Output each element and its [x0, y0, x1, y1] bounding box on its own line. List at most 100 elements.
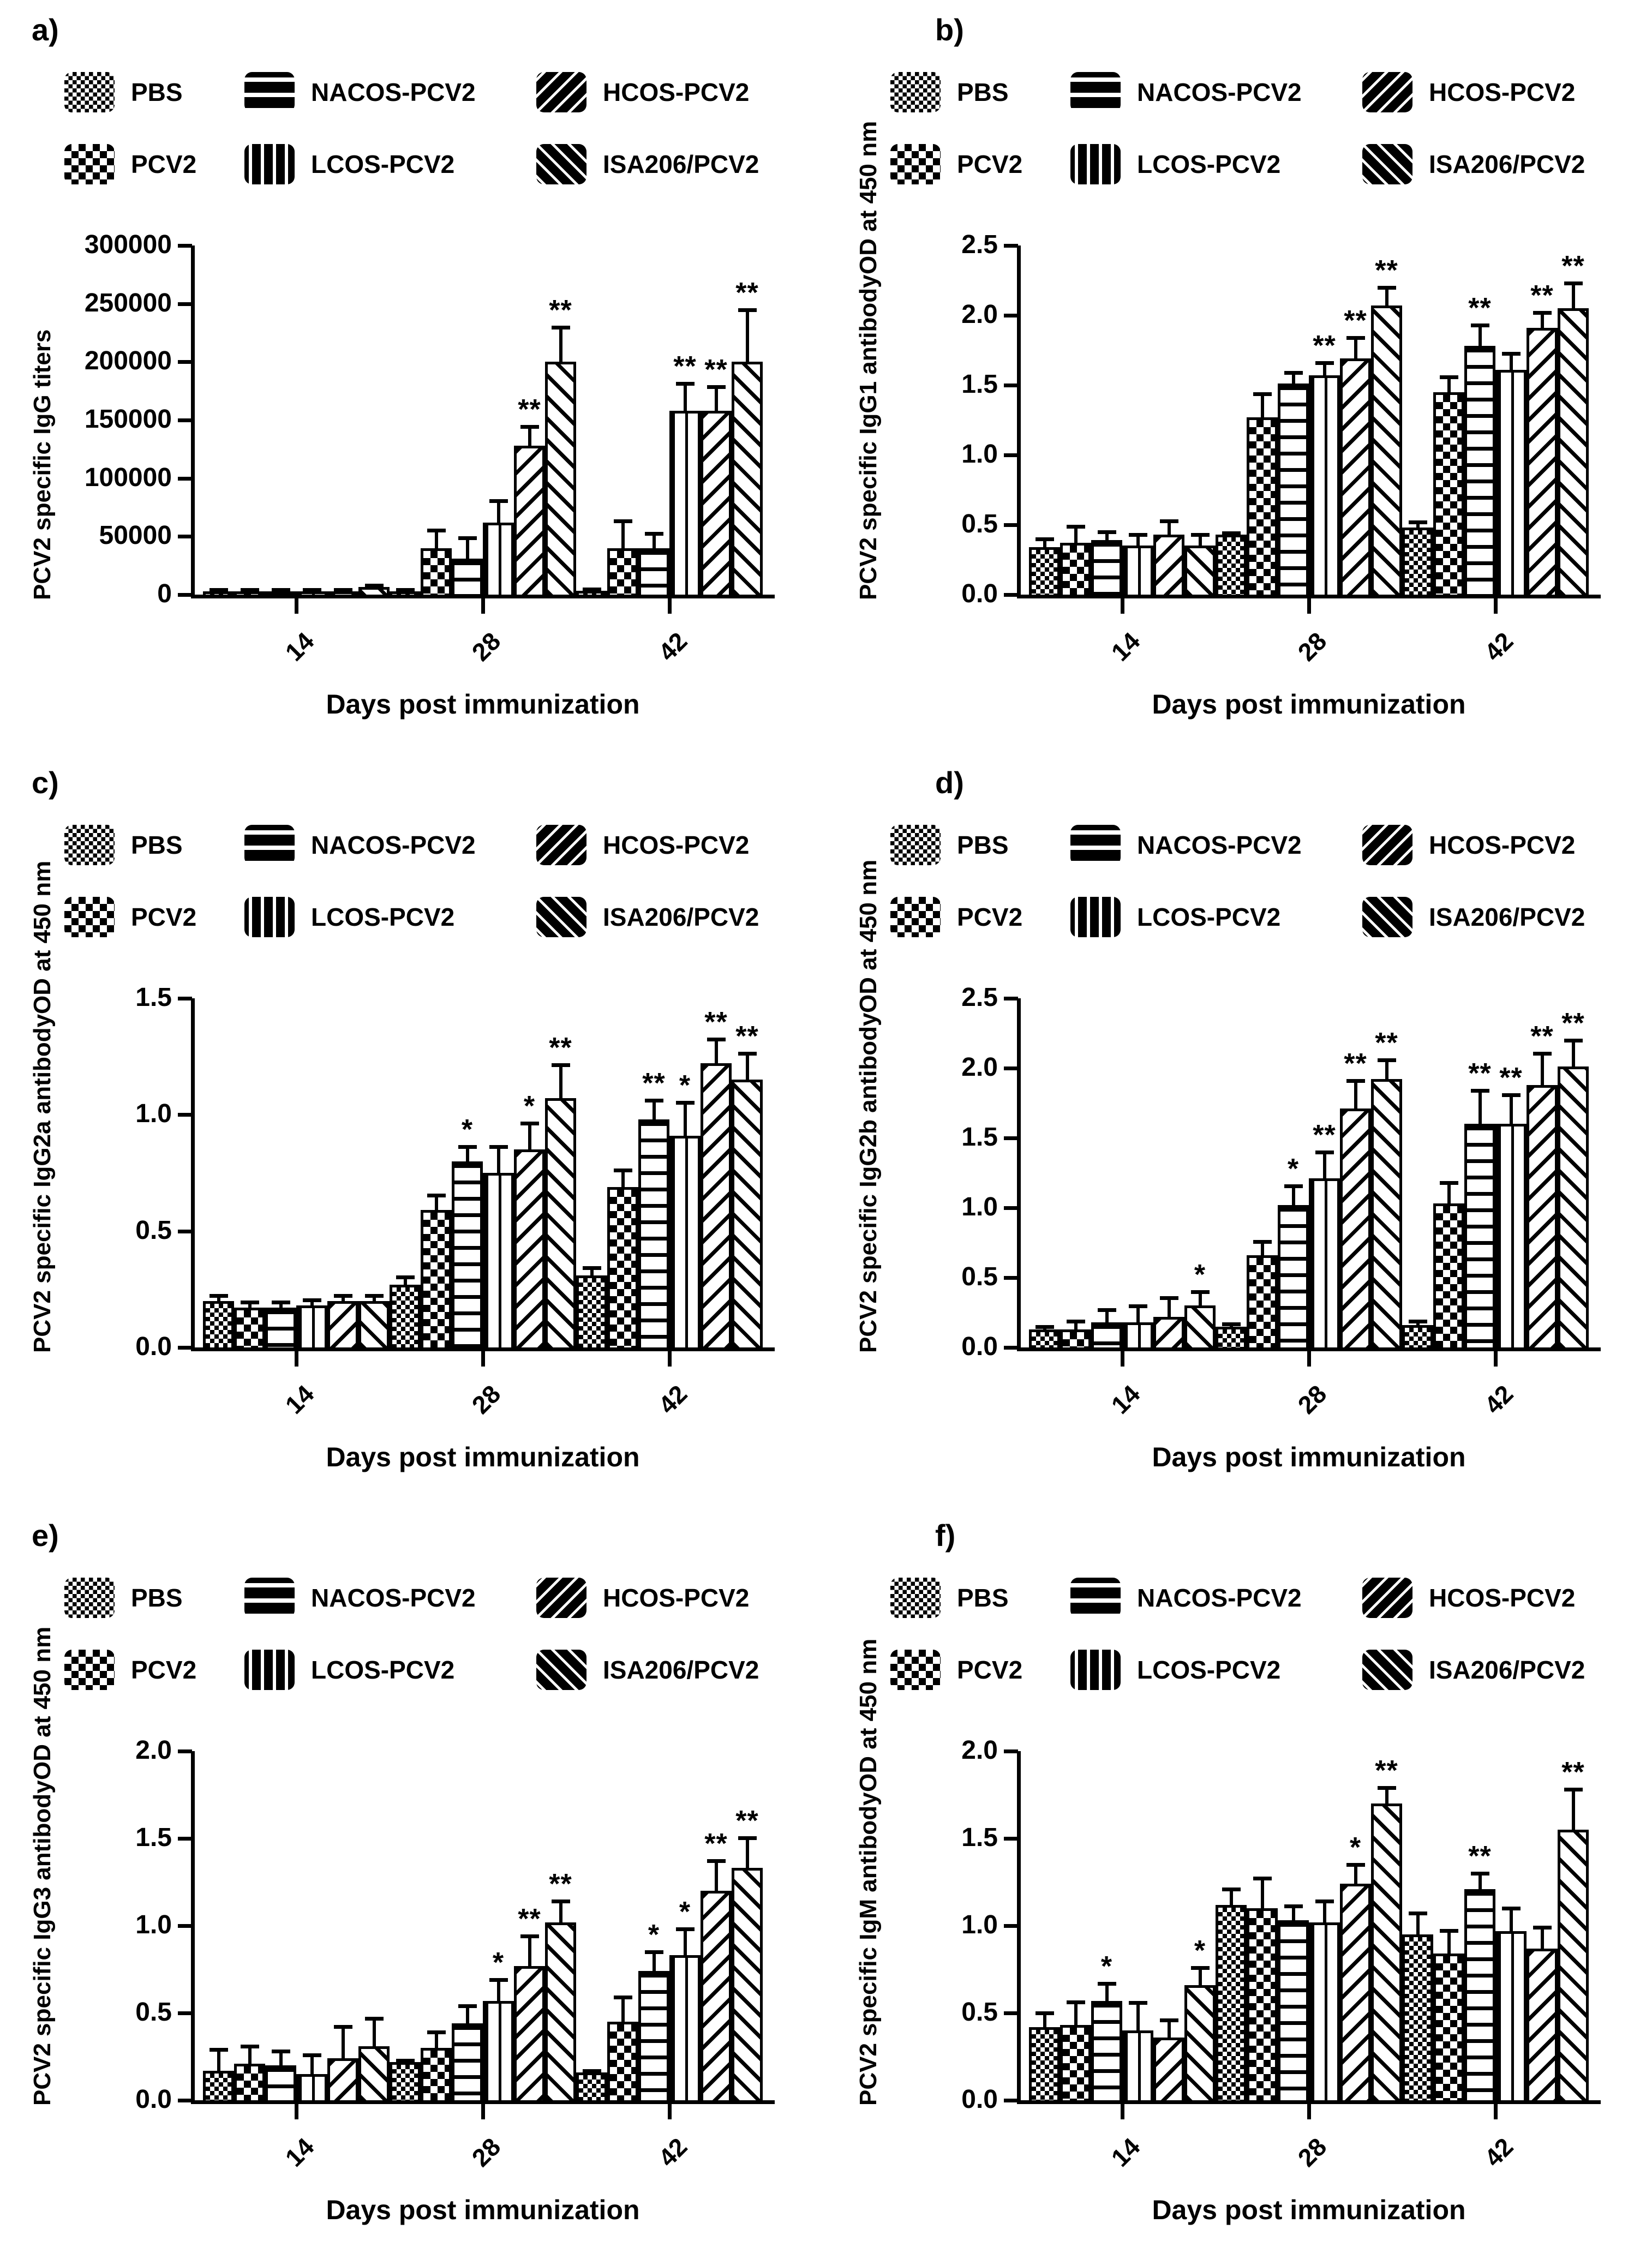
x-tick: [1494, 1351, 1498, 1367]
error-bar: [427, 529, 446, 548]
legend-item-pbs: PBS: [64, 1578, 244, 1618]
bar-lcos-pcv2-day28: [1309, 1922, 1340, 2100]
y-tick: [1004, 314, 1018, 317]
error-bar: [1128, 533, 1147, 546]
nacos-pcv2-swatch-icon: [1070, 1578, 1121, 1618]
error-bar: [1097, 530, 1116, 540]
nacos-pcv2-swatch-icon: [244, 825, 295, 865]
bar-cell: [1402, 1751, 1433, 2100]
bar-cell: **: [514, 245, 545, 595]
legend-column: HCOS-PCV2 ISA206/PCV2: [536, 1578, 787, 1690]
bar-hcos-pcv2-day42: [1527, 328, 1558, 595]
bar-lcos-pcv2-day42: [1495, 1931, 1527, 2100]
error-bar: [1222, 1888, 1241, 1905]
error-bar: [364, 584, 384, 588]
bar-cell: [1247, 998, 1278, 1347]
error-bar: [1159, 519, 1178, 535]
bar-cell: [452, 1751, 483, 2100]
legend-item-isa206-pcv2: ISA206/PCV2: [536, 897, 787, 937]
lcos-pcv2-swatch-icon: [244, 897, 295, 937]
bar-pbs-day14: [1029, 1329, 1060, 1347]
bar-hcos-pcv2-day14: [1153, 2038, 1184, 2100]
pcv2-swatch-icon: [890, 144, 941, 184]
error-bar: [209, 1294, 228, 1301]
bar-cell: **: [732, 998, 763, 1347]
bar-cell: **: [1495, 998, 1527, 1347]
error-bar: [458, 2004, 477, 2023]
error-bar: [427, 1194, 446, 1210]
bar-lcos-pcv2-day42: [669, 411, 701, 595]
x-axis-line: [191, 595, 775, 598]
significance-label: **: [704, 354, 728, 386]
bar-pbs-day42: [1402, 1325, 1433, 1347]
significance-label: **: [1468, 1841, 1492, 1872]
pbs-swatch-icon: [64, 1578, 115, 1618]
error-bar: [738, 1052, 757, 1080]
bar-isa206-pcv2-day14: [1184, 1305, 1216, 1347]
bar-pcv2-day28: [1247, 1908, 1278, 2100]
isa206-pcv2-swatch-icon: [1362, 1650, 1412, 1690]
bar-cell: [327, 998, 358, 1347]
legend-item-nacos-pcv2: NACOS-PCV2: [1070, 825, 1362, 865]
error-bar: [1439, 1181, 1458, 1203]
bar-cell: [265, 245, 296, 595]
y-tick: [1004, 244, 1018, 248]
bar-cell: [265, 1751, 296, 2100]
legend-item-pbs: PBS: [890, 825, 1070, 865]
bar-group-day-28: ****: [390, 998, 576, 1347]
x-axis-title: Days post immunization: [1152, 689, 1466, 720]
error-bar: [302, 588, 321, 592]
bar-lcos-pcv2-day42: [1495, 370, 1527, 595]
bar-cell: [576, 1751, 607, 2100]
error-bar: [1066, 1320, 1085, 1329]
bar-lcos-pcv2-day14: [296, 591, 327, 595]
significance-label: *: [1349, 1832, 1362, 1863]
pcv2-swatch-icon: [64, 897, 115, 937]
significance-label: *: [1194, 1259, 1206, 1291]
lcos-pcv2-swatch-icon: [1070, 144, 1121, 184]
legend-label: HCOS-PCV2: [603, 78, 750, 106]
bar-isa206-pcv2-day28: [545, 1098, 576, 1347]
legend-item-isa206-pcv2: ISA206/PCV2: [1362, 1650, 1613, 1690]
bar-hcos-pcv2-day14: [327, 591, 358, 595]
bar-cell: [421, 1751, 452, 2100]
error-bar: [364, 2017, 384, 2046]
bar-cell: **: [1527, 998, 1558, 1347]
bar-cell: [1060, 1751, 1091, 2100]
error-bar: [489, 499, 508, 523]
bar-cell: **: [701, 245, 732, 595]
error-bar: [1315, 1151, 1334, 1178]
chart-e: PCV2 specific IgG3 antibody OD at 450 nm 2…: [0, 1506, 826, 2258]
bar-cell: [1433, 245, 1464, 595]
bar-nacos-pcv2-day42: [638, 548, 669, 595]
significance-label: *: [461, 1114, 474, 1146]
bar-hcos-pcv2-day28: [514, 1149, 545, 1347]
y-tick-label: 1.5: [961, 1123, 998, 1152]
error-bar: [1159, 1296, 1178, 1317]
x-tick: [1494, 598, 1498, 614]
legend-label: ISA206/PCV2: [603, 150, 759, 178]
error-bar: [1284, 1904, 1303, 1920]
bar-lcos-pcv2-day42: [669, 1136, 701, 1347]
y-axis-title: PCV2 specific IgG1 antibody OD at 450 nm: [854, 121, 883, 600]
legend-item-lcos-pcv2: LCOS-PCV2: [1070, 144, 1362, 184]
error-bar: [209, 588, 228, 592]
y-tick: [1004, 1924, 1018, 1928]
legend-column: PBS PCV2: [64, 1578, 244, 1690]
bar-cell: [421, 998, 452, 1347]
y-tick-label: 1.0: [961, 440, 998, 469]
bar-cell: [607, 998, 638, 1347]
bar-group-day-42: ** ** ** **: [1402, 998, 1589, 1347]
error-bar: [240, 2045, 259, 2064]
error-bar: [458, 536, 477, 559]
bar-lcos-pcv2-day28: [1309, 1178, 1340, 1347]
bar-cell: [296, 998, 327, 1347]
x-tick: [1307, 2104, 1311, 2119]
bar-pcv2-day28: [1247, 417, 1278, 595]
y-axis-title-line2: OD at 450 nm: [855, 1639, 882, 1793]
bar-isa206-pcv2-day14: [358, 2046, 390, 2100]
bar-pbs-day28: [390, 1285, 421, 1347]
bar-cell: [1247, 1751, 1278, 2100]
bar-isa206-pcv2-day14: [1184, 1985, 1216, 2100]
